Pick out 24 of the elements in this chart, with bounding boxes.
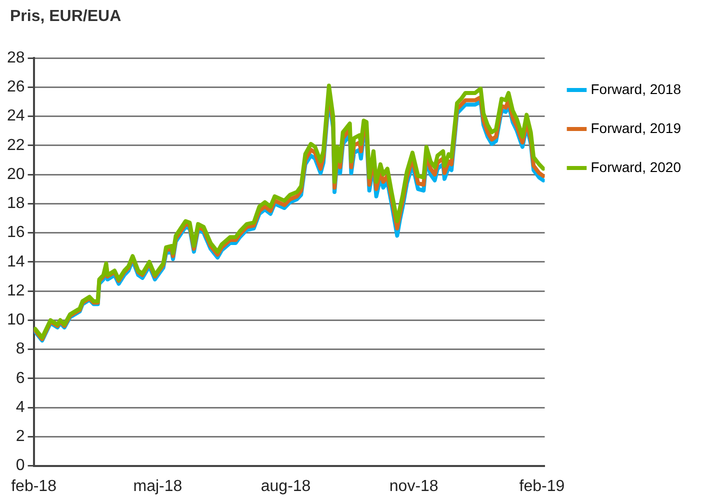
y-tick-label: 22 (7, 136, 25, 154)
y-tick-label: 18 (7, 195, 25, 212)
y-tick-label: 14 (7, 253, 25, 270)
legend-label: Forward, 2020 (590, 158, 682, 175)
y-tick-label: 4 (16, 398, 25, 416)
x-tick-label: aug-18 (260, 478, 311, 495)
y-tick-label: 2 (16, 428, 25, 446)
y-tick-label: 24 (7, 108, 25, 125)
legend-label: Forward, 2018 (590, 80, 682, 97)
y-tick-label: 8 (16, 340, 25, 358)
legend-label: Forward, 2019 (590, 120, 682, 136)
y-axis-title: Pris, EUR/EUA (10, 8, 122, 26)
x-tick-label: feb-19 (519, 478, 565, 495)
y-tick-label: 6 (16, 370, 25, 387)
y-tick-label: 12 (7, 282, 25, 300)
x-tick-label: feb-18 (11, 478, 57, 495)
y-tick-label: 26 (7, 78, 25, 96)
y-tick-label: 16 (7, 224, 25, 242)
y-tick-label: 28 (7, 49, 25, 66)
y-tick-label: 20 (7, 166, 25, 183)
y-tick-label: 0 (16, 457, 25, 474)
x-tick-label: maj-18 (133, 478, 182, 495)
y-tick-label: 10 (7, 312, 25, 329)
x-tick-label: nov-18 (389, 478, 438, 495)
